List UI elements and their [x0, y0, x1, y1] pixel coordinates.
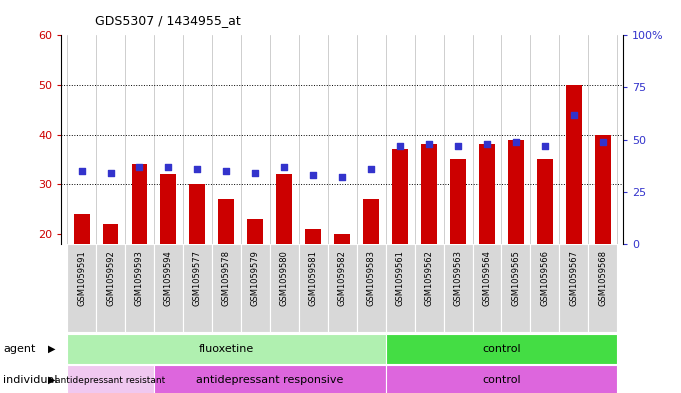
Text: GSM1059567: GSM1059567	[569, 250, 578, 306]
Text: GSM1059564: GSM1059564	[483, 250, 492, 306]
Bar	[443, 244, 473, 332]
Bar	[537, 159, 553, 244]
Bar	[183, 244, 212, 332]
Bar	[189, 184, 206, 244]
Bar	[421, 145, 437, 244]
Point	[569, 111, 580, 118]
Bar	[247, 219, 264, 244]
Text: GSM1059592: GSM1059592	[106, 250, 115, 306]
Text: GSM1059581: GSM1059581	[308, 250, 318, 306]
Text: GSM1059582: GSM1059582	[338, 250, 347, 306]
Text: GSM1059565: GSM1059565	[511, 250, 520, 306]
Bar	[67, 365, 154, 393]
Bar	[501, 244, 530, 332]
Text: individual: individual	[3, 375, 58, 385]
Text: GDS5307 / 1434955_at: GDS5307 / 1434955_at	[95, 15, 241, 28]
Bar	[241, 244, 270, 332]
Text: GSM1059566: GSM1059566	[541, 250, 550, 306]
Bar	[588, 244, 617, 332]
Bar	[385, 334, 617, 364]
Point	[597, 138, 608, 145]
Bar	[276, 174, 292, 244]
Bar	[154, 365, 385, 393]
Point	[366, 165, 377, 172]
Bar	[334, 234, 350, 244]
Point	[308, 172, 319, 178]
Bar	[154, 244, 183, 332]
Bar	[357, 244, 385, 332]
Bar	[479, 145, 495, 244]
Text: antidepressant resistant: antidepressant resistant	[55, 376, 165, 385]
Text: GSM1059593: GSM1059593	[135, 250, 144, 306]
Text: GSM1059578: GSM1059578	[222, 250, 231, 306]
Point	[250, 170, 261, 176]
Bar	[385, 244, 415, 332]
Bar	[595, 134, 611, 244]
Bar	[328, 244, 357, 332]
Text: GSM1059561: GSM1059561	[396, 250, 405, 306]
Bar	[385, 365, 617, 393]
Bar	[219, 199, 234, 244]
Bar	[103, 224, 118, 244]
Point	[395, 143, 406, 149]
Point	[134, 163, 145, 170]
Bar	[473, 244, 501, 332]
Text: GSM1059568: GSM1059568	[599, 250, 607, 306]
Text: GSM1059594: GSM1059594	[164, 250, 173, 306]
Bar	[125, 244, 154, 332]
Text: GSM1059591: GSM1059591	[77, 250, 86, 306]
Point	[481, 141, 492, 147]
Bar	[559, 244, 588, 332]
Text: agent: agent	[3, 344, 36, 354]
Bar	[415, 244, 443, 332]
Point	[539, 143, 550, 149]
Point	[76, 167, 87, 174]
Point	[511, 138, 522, 145]
Text: antidepressant responsive: antidepressant responsive	[196, 375, 343, 385]
Text: ▶: ▶	[48, 375, 56, 385]
Bar	[96, 244, 125, 332]
Text: control: control	[482, 344, 521, 354]
Bar	[161, 174, 176, 244]
Bar	[299, 244, 328, 332]
Bar	[67, 244, 96, 332]
Bar	[305, 229, 321, 244]
Text: GSM1059562: GSM1059562	[424, 250, 434, 306]
Text: ▶: ▶	[48, 344, 56, 354]
Text: control: control	[482, 375, 521, 385]
Point	[163, 163, 174, 170]
Bar	[270, 244, 299, 332]
Bar	[566, 85, 582, 244]
Bar	[131, 164, 148, 244]
Bar	[450, 159, 466, 244]
Point	[453, 143, 464, 149]
Bar	[67, 334, 385, 364]
Bar	[392, 149, 408, 244]
Bar	[212, 244, 241, 332]
Point	[221, 167, 232, 174]
Point	[337, 174, 348, 180]
Bar	[363, 199, 379, 244]
Text: fluoxetine: fluoxetine	[199, 344, 254, 354]
Bar	[74, 214, 89, 244]
Text: GSM1059580: GSM1059580	[280, 250, 289, 306]
Text: GSM1059577: GSM1059577	[193, 250, 202, 306]
Bar	[508, 140, 524, 244]
Text: GSM1059583: GSM1059583	[366, 250, 376, 306]
Point	[192, 165, 203, 172]
Point	[105, 170, 116, 176]
Point	[279, 163, 289, 170]
Bar	[530, 244, 559, 332]
Point	[424, 141, 434, 147]
Text: GSM1059579: GSM1059579	[251, 250, 260, 306]
Text: GSM1059563: GSM1059563	[454, 250, 462, 306]
